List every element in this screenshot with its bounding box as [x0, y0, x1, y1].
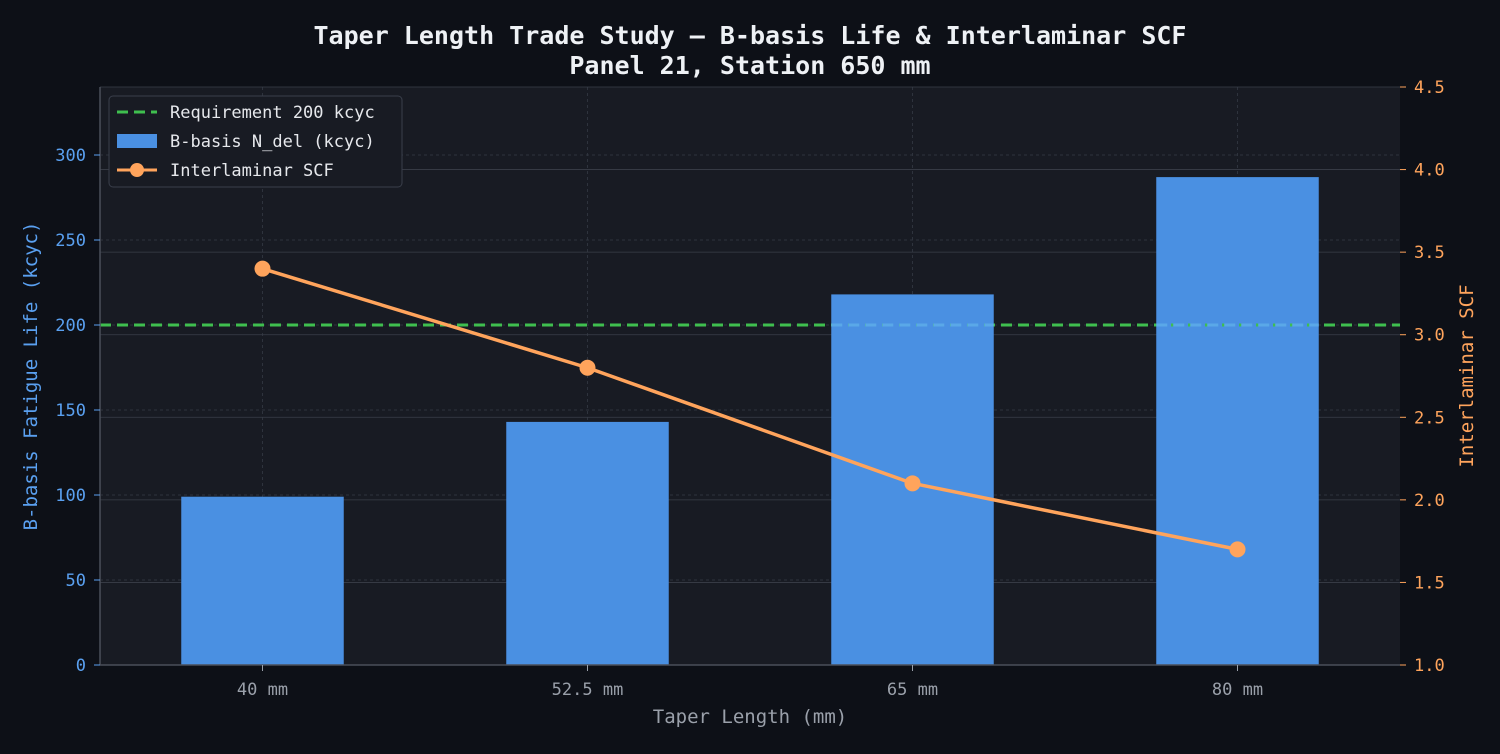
x-tick-label: 80 mm: [1212, 680, 1263, 700]
line-series: [254, 260, 1246, 558]
legend: Requirement 200 kcyc B-basis N_del (kcyc…: [108, 95, 403, 188]
chart-title: Taper Length Trade Study — B-basis Life …: [314, 21, 1187, 50]
y2-tick-label: 3.0: [1414, 326, 1445, 346]
y2-tick-label: 2.5: [1414, 408, 1445, 428]
legend-bar-label: B-basis N_del (kcyc): [170, 132, 375, 152]
legend-line-label: Interlaminar SCF: [170, 161, 334, 181]
chart-subtitle: Panel 21, Station 650 mm: [569, 51, 930, 80]
y2-tick-label: 1.5: [1414, 573, 1445, 593]
scf-line: [261, 266, 1238, 552]
bar: [181, 496, 344, 665]
y-tick-label: 250: [55, 231, 86, 251]
y-tick-label: 0: [76, 656, 86, 676]
y2-tick-label: 3.5: [1414, 243, 1445, 263]
bar: [506, 421, 669, 665]
y-tick-label: 300: [55, 146, 86, 166]
scf-point: [254, 260, 271, 277]
y2-axis-label: Interlaminar SCF: [1456, 284, 1478, 467]
y2-tick-label: 4.0: [1414, 161, 1445, 181]
legend-bar-swatch: [117, 134, 157, 148]
y2-tick-label: 2.0: [1414, 491, 1445, 511]
scf-point: [1229, 541, 1246, 558]
legend-line-marker: [130, 163, 144, 177]
scf-point: [579, 359, 596, 376]
y-tick-label: 200: [55, 316, 86, 336]
x-axis-label: Taper Length (mm): [653, 706, 847, 728]
legend-box: [108, 95, 403, 188]
y-tick-label: 100: [55, 486, 86, 506]
scf-point: [904, 475, 921, 492]
y-tick-label: 150: [55, 401, 86, 421]
legend-reference-label: Requirement 200 kcyc: [170, 103, 375, 123]
y2-tick-label: 1.0: [1414, 656, 1445, 676]
tick-labels: 0 50 100 150 200 250 300 1.0 1.5 2.0 2.5 3.0 3.5 4.0 4…: [55, 78, 1444, 700]
y-axis-label: B-basis Fatigue Life (kcyc): [20, 222, 42, 531]
x-tick-label: 65 mm: [887, 680, 938, 700]
x-tick-label: 52.5 mm: [552, 680, 624, 700]
y2-tick-label: 4.5: [1414, 78, 1445, 98]
bar: [1156, 177, 1319, 665]
axes: [99, 87, 1400, 666]
x-tick-label: 40 mm: [237, 680, 288, 700]
y-tick-label: 50: [66, 571, 86, 591]
